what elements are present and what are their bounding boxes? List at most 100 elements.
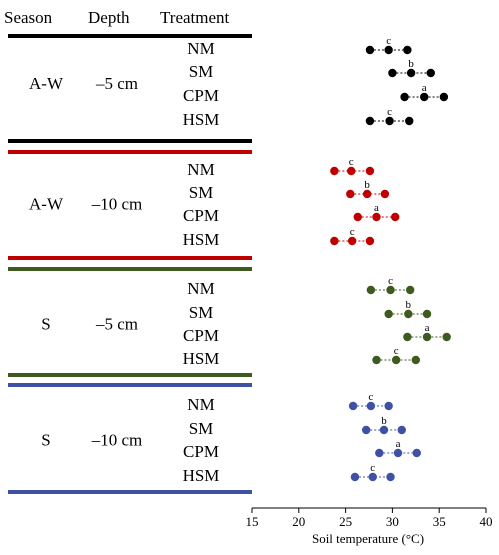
- high-point: [365, 236, 375, 246]
- high-point: [386, 472, 395, 482]
- high-point: [380, 189, 390, 199]
- treatment-label: HSM: [183, 349, 220, 368]
- mean-point: [366, 401, 376, 411]
- row-hsm: HSM c: [183, 106, 414, 129]
- x-tick-label: 15: [246, 514, 259, 529]
- high-point: [384, 401, 393, 411]
- treatment-label: SM: [189, 183, 214, 202]
- low-point: [353, 212, 362, 222]
- x-tick-label: 30: [386, 514, 399, 529]
- high-point: [397, 425, 406, 435]
- mean-point: [368, 472, 377, 482]
- treatment-label: SM: [189, 419, 214, 438]
- x-axis: 15 20 25 30 35 40: [246, 507, 493, 529]
- header-depth: Depth: [88, 8, 130, 27]
- x-axis-label: Soil temperature (°C): [312, 531, 424, 546]
- season-label: A-W: [29, 194, 64, 213]
- significance-letter: c: [350, 226, 355, 238]
- row-cpm: CPM a: [183, 82, 449, 105]
- low-point: [375, 448, 384, 458]
- mean-point: [384, 45, 393, 55]
- significance-letter: b: [408, 58, 414, 70]
- low-point: [346, 189, 355, 199]
- mean-point: [422, 332, 432, 342]
- significance-letter: a: [374, 202, 379, 214]
- mean-point: [393, 448, 403, 458]
- depth-label: –10 cm: [91, 430, 143, 449]
- low-point: [365, 45, 375, 55]
- row-hsm: HSM c: [183, 226, 375, 249]
- low-point: [388, 68, 397, 78]
- row-sm: SM b: [189, 58, 435, 81]
- significance-letter: c: [370, 462, 375, 474]
- group-2: A-W –10 cm NM c SM b CPM a HSM c: [8, 150, 400, 260]
- significance-letter: b: [406, 299, 412, 311]
- row-cpm: CPM a: [183, 202, 400, 225]
- mean-point: [404, 309, 413, 319]
- high-point: [422, 309, 432, 319]
- x-tick-label: 20: [292, 514, 305, 529]
- row-sm: SM b: [189, 415, 406, 438]
- high-point: [405, 285, 415, 295]
- treatment-label: CPM: [183, 326, 219, 345]
- significance-letter: a: [422, 82, 427, 94]
- significance-letter: c: [388, 275, 393, 287]
- high-point: [426, 68, 435, 78]
- mean-point: [347, 236, 357, 246]
- depth-label: –10 cm: [91, 194, 143, 213]
- treatment-label: HSM: [183, 230, 220, 249]
- significance-letter: c: [368, 391, 373, 403]
- low-point: [366, 285, 376, 295]
- treatment-label: NM: [187, 39, 214, 58]
- high-point: [405, 116, 414, 126]
- row-nm: NM c: [187, 391, 393, 414]
- high-point: [442, 332, 451, 342]
- group-3: S –5 cm NM c SM b CPM a HSM c: [8, 267, 451, 377]
- significance-letter: b: [381, 415, 387, 427]
- low-point: [361, 425, 371, 435]
- row-nm: NM c: [187, 156, 375, 179]
- mean-point: [362, 189, 372, 199]
- significance-letter: a: [396, 438, 401, 450]
- depth-label: –5 cm: [95, 314, 138, 333]
- significance-letter: c: [387, 106, 392, 118]
- header-treatment: Treatment: [160, 8, 230, 27]
- group-4: S –10 cm NM c SM b CPM a HSM c: [8, 383, 421, 494]
- row-nm: NM c: [187, 275, 415, 298]
- mean-point: [391, 355, 401, 365]
- x-tick-label: 25: [339, 514, 352, 529]
- mean-point: [379, 425, 389, 435]
- treatment-label: SM: [189, 303, 214, 322]
- low-point: [350, 472, 360, 482]
- row-cpm: CPM a: [183, 438, 421, 461]
- mean-point: [406, 68, 416, 78]
- season-label: S: [41, 314, 50, 333]
- treatment-label: HSM: [183, 466, 220, 485]
- treatment-label: SM: [189, 62, 214, 81]
- row-hsm: HSM c: [183, 345, 420, 368]
- depth-label: –5 cm: [95, 74, 138, 93]
- header-season: Season: [4, 8, 53, 27]
- treatment-label: NM: [187, 395, 214, 414]
- treatment-label: NM: [187, 160, 214, 179]
- group-1: A-W –5 cm NM c SM b CPM a HSM c: [8, 34, 449, 143]
- high-point: [365, 166, 375, 176]
- treatment-label: NM: [187, 279, 214, 298]
- x-tick-label: 40: [480, 514, 493, 529]
- significance-letter: c: [349, 156, 354, 168]
- high-point: [412, 448, 421, 458]
- high-point: [391, 212, 400, 222]
- x-tick-label: 35: [433, 514, 446, 529]
- treatment-label: CPM: [183, 442, 219, 461]
- low-point: [330, 166, 339, 176]
- row-sm: SM b: [189, 179, 390, 202]
- high-point: [411, 355, 420, 365]
- low-point: [372, 355, 381, 365]
- row-sm: SM b: [189, 299, 432, 322]
- significance-letter: c: [394, 345, 399, 357]
- mean-point: [386, 285, 395, 295]
- low-point: [403, 332, 412, 342]
- treatment-label: HSM: [183, 110, 220, 129]
- row-nm: NM c: [187, 35, 412, 58]
